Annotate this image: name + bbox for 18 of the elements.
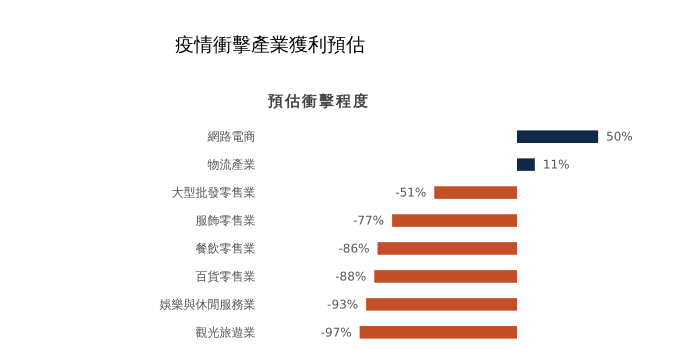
data-label: -97% <box>320 325 352 340</box>
data-label: 11% <box>542 158 570 172</box>
y-tick-label: 服飾零售業 <box>196 214 256 228</box>
y-tick-label: 網路電商 <box>206 130 256 144</box>
y-tick-label: 餐飲零售業 <box>196 241 256 256</box>
y-tick-label: 大型批發零售業 <box>172 186 256 200</box>
data-label: -51% <box>395 186 426 200</box>
chart-title: 疫情衝擊產業獲利預估 <box>175 33 365 58</box>
data-label: -88% <box>335 269 366 284</box>
y-tick-label: 百貨零售業 <box>196 269 256 284</box>
y-tick-label: 觀光旅遊業 <box>196 325 256 340</box>
data-label: -77% <box>353 214 384 228</box>
chart-subtitle: 預估衝擊程度 <box>268 92 370 111</box>
data-label: -86% <box>338 241 370 256</box>
data-label: 50% <box>606 130 633 144</box>
y-tick-label: 物流產業 <box>208 158 256 172</box>
y-tick-label: 娛樂與休閒服務業 <box>160 297 256 312</box>
data-label: -93% <box>327 297 358 312</box>
